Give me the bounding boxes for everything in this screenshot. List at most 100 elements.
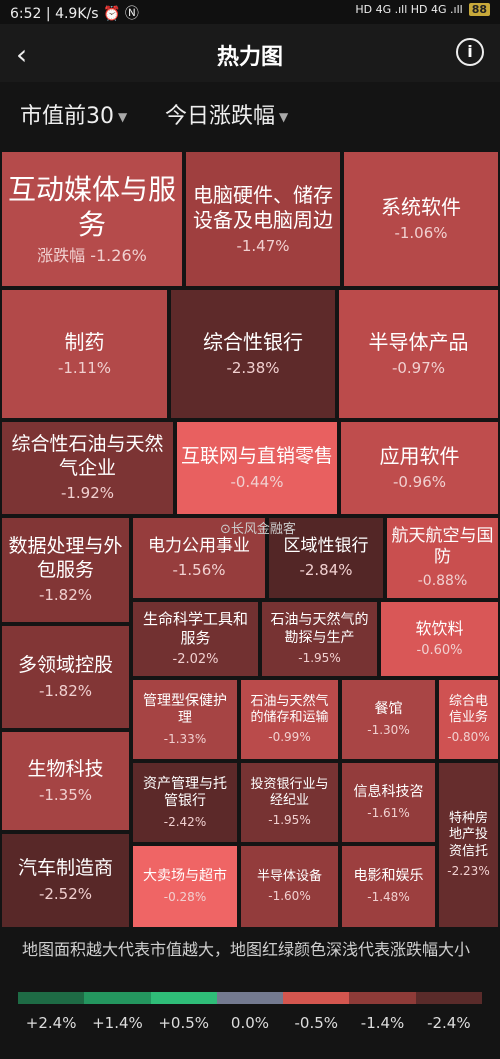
sector-tile[interactable]: 综合性银行 -2.38% xyxy=(169,288,337,420)
sector-name: 电影和娱乐 xyxy=(353,868,424,885)
sector-change: -1.92% xyxy=(60,484,115,503)
info-icon[interactable]: i xyxy=(456,38,484,66)
sector-tile[interactable]: 电影和娱乐 -1.48% xyxy=(340,844,437,929)
sector-tile[interactable]: 石油与天然气的储存和运输 -0.99% xyxy=(239,678,340,761)
sector-tile[interactable]: 综合性石油与天然气企业 -1.92% xyxy=(0,420,175,516)
sector-tile[interactable]: 系统软件 -1.06% xyxy=(342,150,500,288)
sector-name: 多领域控股 xyxy=(17,653,113,676)
sector-tile[interactable]: 大卖场与超市 -0.28% xyxy=(131,844,239,929)
sector-tile[interactable]: 区域性银行 -2.84% xyxy=(267,516,385,600)
watermark: ⊙长风金融客 xyxy=(220,522,296,537)
sector-change: -2.42% xyxy=(163,814,207,829)
sector-name: 餐馆 xyxy=(374,701,403,718)
legend-tick-label: +0.5% xyxy=(158,1014,210,1032)
scope-dropdown[interactable]: 市值前30 ▼ xyxy=(20,98,127,130)
sector-change: -2.84% xyxy=(299,561,353,580)
sector-change: -2.38% xyxy=(226,359,280,378)
sector-change: -1.60% xyxy=(268,889,311,904)
sector-change: -1.56% xyxy=(172,561,226,580)
sector-change: -0.88% xyxy=(417,572,468,589)
sector-tile[interactable]: 餐馆 -1.30% xyxy=(340,678,437,761)
sector-change: -1.47% xyxy=(236,236,290,255)
sector-tile[interactable]: 信息科技咨 -1.61% xyxy=(340,761,437,844)
sector-tile[interactable]: 生命科学工具和服务 -2.02% xyxy=(131,600,260,678)
sector-change: -1.95% xyxy=(298,651,341,665)
status-right: HD 4G .ıll HD 4G .ıll 88 xyxy=(355,3,490,16)
sector-name: 互动媒体与服务 xyxy=(7,173,176,241)
sector-change: -1.11% xyxy=(57,359,112,378)
legend-tick-label: 0.0% xyxy=(230,1014,270,1032)
sector-tile[interactable]: 半导体产品 -0.97% xyxy=(337,288,500,420)
sector-tile[interactable]: 生物科技 -1.35% xyxy=(0,730,131,832)
status-left: 6:52 | 4.9K/s ⏰ Ⓝ xyxy=(10,6,139,22)
sector-change: -0.60% xyxy=(416,642,463,658)
legend-swatch xyxy=(216,992,284,1004)
sector-change: -1.82% xyxy=(38,681,93,700)
sector-tile[interactable]: 互联网与直销零售 -0.44% xyxy=(175,420,339,516)
sector-name: 半导体产品 xyxy=(368,330,469,355)
sector-tile[interactable]: 应用软件 -0.96% xyxy=(339,420,500,516)
legend-swatch xyxy=(349,992,416,1004)
alarm-icon: ⏰ Ⓝ xyxy=(103,6,139,22)
status-bar: 6:52 | 4.9K/s ⏰ Ⓝ HD 4G .ıll HD 4G .ıll … xyxy=(0,0,500,24)
sector-change: -1.35% xyxy=(38,785,93,804)
sector-tile[interactable]: 多领域控股 -1.82% xyxy=(0,624,131,730)
sector-tile[interactable]: 综合电信业务 -0.80% xyxy=(437,678,500,761)
sector-tile[interactable]: 管理型保健护理 -1.33% xyxy=(131,678,239,761)
sector-name: 互联网与直销零售 xyxy=(181,444,334,467)
sector-tile[interactable]: 资产管理与托管银行 -2.42% xyxy=(131,761,239,844)
sector-tile[interactable]: 电力公用事业 -1.56% xyxy=(131,516,267,600)
page-title: 热力图 xyxy=(216,45,283,70)
sector-tile[interactable]: 航天航空与国防 -0.88% xyxy=(385,516,500,600)
sector-tile[interactable]: 汽车制造商 -2.52% xyxy=(0,832,131,929)
sector-name: 数据处理与外包服务 xyxy=(8,534,123,581)
legend-tick-label: +1.4% xyxy=(92,1014,143,1032)
signal-icon: HD 4G .ıll HD 4G .ıll xyxy=(355,3,463,16)
status-speed: 4.9K/s xyxy=(55,6,99,22)
sector-change: -0.96% xyxy=(392,473,447,492)
sector-tile[interactable]: 电脑硬件、储存设备及电脑周边 -1.47% xyxy=(184,150,342,288)
legend-tick-label: +2.4% xyxy=(25,1014,77,1032)
sector-name: 石油与天然气的储存和运输 xyxy=(250,693,329,725)
sector-change: -1.95% xyxy=(268,813,311,828)
sector-change: -0.80% xyxy=(447,730,490,745)
sector-change: -1.30% xyxy=(367,722,410,737)
back-icon[interactable]: ‹ xyxy=(16,38,28,71)
sector-name: 石油与天然气的勘探与生产 xyxy=(270,612,369,646)
sector-name: 航天航空与国防 xyxy=(391,526,494,568)
color-legend xyxy=(18,992,482,1006)
chevron-down-icon: ▼ xyxy=(118,110,128,124)
sector-name: 制药 xyxy=(64,330,105,355)
battery-icon: 88 xyxy=(468,3,490,16)
legend-ticks: +2.4% +1.4% +0.5% 0.0% -0.5% -1.4% -2.4% xyxy=(18,1014,482,1032)
metric-dropdown[interactable]: 今日涨跌幅 ▼ xyxy=(165,98,288,130)
legend-tick-label: -2.4% xyxy=(427,1014,471,1032)
legend-tick-label: -1.4% xyxy=(360,1014,405,1032)
sector-tile[interactable]: 制药 -1.11% xyxy=(0,288,169,420)
sector-name: 半导体设备 xyxy=(256,868,322,884)
sector-change: 涨跌幅 -1.26% xyxy=(37,246,147,265)
sector-name: 系统软件 xyxy=(381,195,461,220)
sector-name: 汽车制造商 xyxy=(17,857,113,880)
sector-tile[interactable]: 软饮料 -0.60% xyxy=(379,600,500,678)
sector-tile[interactable]: 石油与天然气的勘探与生产 -1.95% xyxy=(260,600,379,678)
status-time: 6:52 xyxy=(10,6,42,22)
sector-name: 大卖场与超市 xyxy=(143,868,227,885)
sector-change: -2.52% xyxy=(38,885,93,903)
sector-tile[interactable]: 数据处理与外包服务 -1.82% xyxy=(0,516,131,624)
legend-tick-label: -0.5% xyxy=(294,1014,339,1032)
metric-label: 今日涨跌幅 xyxy=(165,104,276,129)
sector-change: -1.48% xyxy=(367,889,410,904)
sector-tile[interactable]: 互动媒体与服务涨跌幅 -1.26% xyxy=(0,150,184,288)
sector-name: 投资银行业与经纪业 xyxy=(250,776,329,808)
legend-swatch xyxy=(283,992,350,1004)
sector-change: -2.02% xyxy=(172,651,219,667)
title-bar: ‹ 热力图 i xyxy=(0,24,500,82)
sector-tile[interactable]: 特种房地产投资信托 -2.23% xyxy=(437,761,500,929)
legend-swatch xyxy=(84,992,151,1004)
sector-tile[interactable]: 投资银行业与经纪业 -1.95% xyxy=(239,761,340,844)
sector-tile[interactable]: 半导体设备 -1.60% xyxy=(239,844,340,929)
sector-name: 管理型保健护理 xyxy=(143,692,227,727)
sector-name: 特种房地产投资信托 xyxy=(448,811,488,859)
sector-name: 综合电信业务 xyxy=(448,693,488,725)
